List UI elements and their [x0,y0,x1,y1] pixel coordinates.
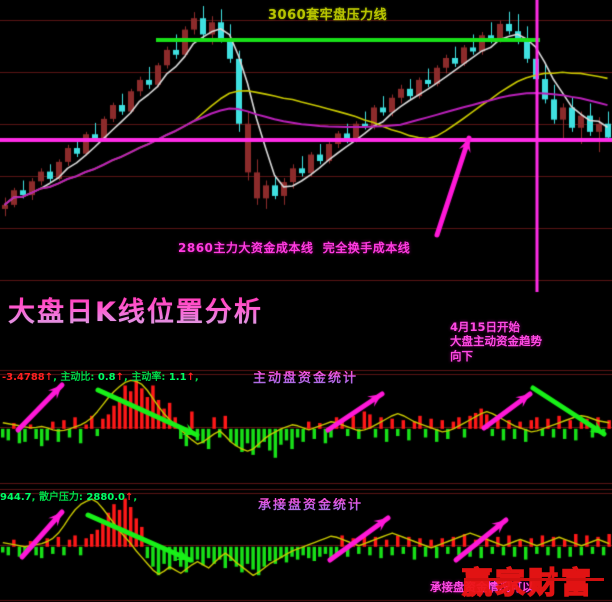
panel1-comma-1: , [53,372,57,383]
panel2-comma-0: , [31,492,36,503]
panel2-value: 944.7 [0,492,32,503]
panel2-title: 承接盘资金统计 [258,498,364,513]
panel1-comma-2: , [124,372,128,383]
panel1-status: -3.4788↑, 主动比: 0.8↑, 主动率: 1.1↑, [2,372,199,384]
resistance-line-label: 3060套牢盘压力线 [268,8,388,23]
panel1-label-1: 主动比: [60,372,95,383]
panel2-arrow1: ↑ [125,492,134,503]
panel1-v2: 1.1 [168,372,187,383]
panel1-comma-3: , [194,372,199,383]
trend-note: 4月15日开始 大盘主动资金趋势 向下 [450,320,542,363]
panel2-status: 944.7, 散户压力: 2880.0↑, [0,492,137,504]
panel1-title: 主动盘资金统计 [253,371,359,386]
panel2-label-1: 散户压力: [38,492,83,503]
panel1-arrow3: ↑ [186,372,195,383]
panel1-arrow1: ↑ [44,372,54,383]
page-title: 大盘日K线位置分析 [8,297,263,328]
watermark: 赢家财富网 [461,565,594,601]
panel2-comma-1: , [133,492,138,503]
panel1-arrow2: ↑ [115,372,125,383]
support-capital-note: 承接盘资金情况可以 [430,580,534,594]
panel1-label-2: 主动率: [131,372,166,383]
panel1-v1: 0.8 [97,372,116,383]
panel2-v1: 2880.0 [86,492,126,503]
panel1-value: -3.4788 [2,372,45,383]
watermark-underline [464,578,604,581]
cost-line-label: 2860主力大资金成本线 完全换手成本线 [178,241,411,255]
